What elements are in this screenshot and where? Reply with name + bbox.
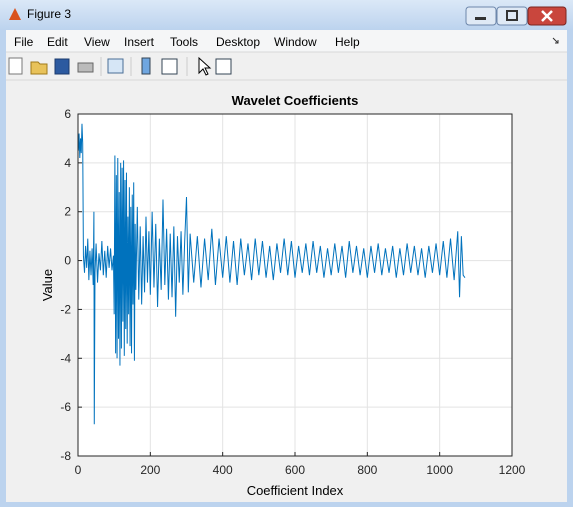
menu-item[interactable]: File [14,35,34,49]
open-tool[interactable] [30,61,48,75]
close-icon [541,10,553,22]
save-tool[interactable] [54,58,70,75]
menu-item[interactable]: View [84,35,110,49]
y-tick-label: -8 [60,449,71,463]
maximize-icon [506,10,518,21]
menu: File Edit View Insert Tools Desktop Window Help [14,35,360,49]
x-tick-label: 1000 [426,463,453,477]
plot: 0 200 400 600 800 1000 1200 -8 -6 -4 -2 0 2 4 6 [60,107,525,477]
y-tick-label: 0 [64,254,71,268]
new-figure-tool[interactable] [8,57,23,75]
data-line [77,123,466,425]
colorbar-tool[interactable] [141,57,151,75]
y-tick-label: -6 [60,400,71,414]
link-tool[interactable] [107,58,124,74]
print-tool[interactable] [77,62,94,73]
menu-item[interactable]: Desktop [216,35,260,49]
axes-box [77,113,513,457]
legend-tool[interactable] [161,58,178,75]
menu-item[interactable]: Insert [124,35,155,49]
x-axis-label: Coefficient Index [247,483,344,498]
menu-item[interactable]: Help [335,35,360,49]
y-tick-label: -4 [60,351,71,365]
y-tick-label: -2 [60,302,71,316]
y-axis-label: Value [40,269,55,301]
property-editor-tool[interactable] [215,58,232,75]
menu-dock-arrow[interactable] [552,37,559,44]
app-icon [9,8,21,20]
y-tick-label: 4 [64,156,71,170]
y-tick-label: 6 [64,107,71,121]
y-tick-label: 2 [64,205,71,219]
edit-plot-tool[interactable] [198,56,212,76]
menu-item[interactable]: Edit [47,35,68,49]
x-tick-label: 200 [140,463,160,477]
menu-item[interactable]: Window [274,35,317,49]
toolbar [8,56,232,76]
window-title: Figure 3 [27,7,71,21]
x-tick-label: 800 [357,463,377,477]
x-tick-label: 1200 [499,463,526,477]
minimize-button[interactable] [465,6,497,26]
minimize-icon [475,17,486,20]
maximize-button[interactable] [496,6,528,26]
x-tick-label: 600 [285,463,305,477]
x-tick-label: 400 [213,463,233,477]
menu-bar [6,30,567,52]
menu-item[interactable]: Tools [170,35,198,49]
chart-title: Wavelet Coefficients [232,93,359,108]
x-tick-label: 0 [75,463,82,477]
